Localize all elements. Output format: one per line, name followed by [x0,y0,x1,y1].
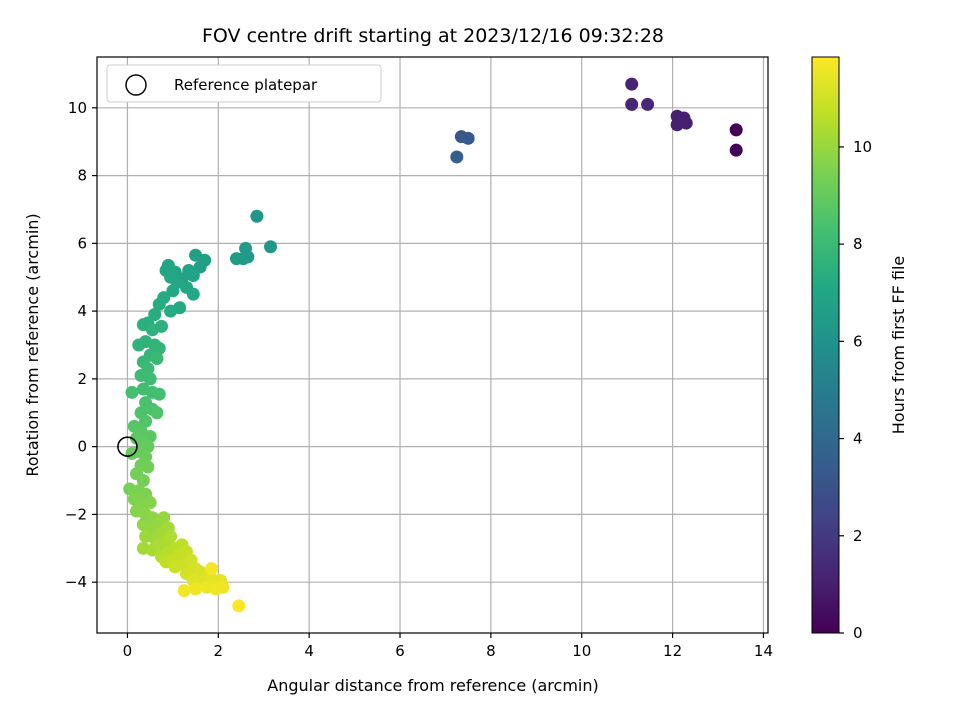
colorbar-tick-label: 4 [853,430,863,448]
y-tick-label: 2 [77,370,87,388]
colorbar-tick-label: 0 [853,624,863,642]
y-tick-label: 0 [77,438,87,456]
data-point [641,97,655,111]
colorbar-tick-label: 8 [853,235,863,253]
data-point [150,406,164,420]
data-point [232,599,246,613]
data-point [145,323,159,337]
y-axis-label: Rotation from reference (arcmin) [23,213,42,476]
data-point [250,209,264,223]
grid [97,57,768,633]
colorbar-label: Hours from first FF file [889,256,908,435]
y-tick-label: 4 [77,302,87,320]
colorbar-tick-label: 10 [853,138,872,156]
data-point [152,297,166,311]
colorbar-ticks: 0 2 4 6 8 10 [839,138,872,642]
data-point [141,460,155,474]
legend: Reference platepar [106,64,382,103]
data-point [157,511,171,525]
plot-frame [96,56,769,634]
data-point [729,123,743,137]
data-point [625,97,639,111]
data-point [186,269,200,283]
x-axis-label: Angular distance from reference (arcmin) [267,676,598,695]
y-tick-label: 6 [77,234,87,252]
x-axis: 0 2 4 6 8 10 12 14 [123,633,773,660]
reference-platepar-marker [117,436,138,457]
x-tick-label: 0 [123,642,133,660]
y-tick-label: −2 [65,505,87,523]
data-point [241,250,255,264]
x-tick-label: 8 [486,642,496,660]
x-tick-label: 10 [572,642,591,660]
y-tick-label: 10 [68,99,87,117]
chart-title: FOV centre drift starting at 2023/12/16 … [202,25,664,47]
data-point [461,131,475,145]
colorbar: 0 2 4 6 8 10 Hours from first FF file [811,56,908,642]
colorbar-gradient [811,56,840,634]
data-point [150,352,164,366]
y-tick-label: −4 [65,573,87,591]
data-point [204,562,218,576]
data-point [152,387,166,401]
data-point [139,414,153,428]
data-point [143,372,157,386]
colorbar-tick-label: 6 [853,332,863,350]
data-point [166,284,180,298]
data-point [186,287,200,301]
data-point [729,143,743,157]
data-point [164,304,178,318]
data-point [625,77,639,91]
x-tick-label: 2 [214,642,224,660]
data-point [125,385,139,399]
x-tick-label: 4 [304,642,314,660]
data-point [216,580,230,594]
data-point [450,150,464,164]
legend-marker-reference [125,74,147,96]
legend-box [106,64,382,103]
x-tick-label: 6 [395,642,405,660]
data-point [164,529,178,543]
y-tick-label: 8 [77,167,87,185]
colorbar-tick-label: 2 [853,527,863,545]
data-point [177,584,191,598]
y-axis: −4 −2 0 2 4 6 8 10 [65,99,97,591]
data-point [264,240,278,254]
scatter-points [117,77,743,613]
data-point [229,252,243,266]
legend-label-reference: Reference platepar [174,76,318,94]
x-tick-label: 14 [754,642,773,660]
data-point [152,341,166,355]
x-tick-label: 12 [663,642,682,660]
data-point [136,474,150,488]
data-point [677,111,691,125]
data-point [189,582,203,596]
data-point [143,496,157,510]
